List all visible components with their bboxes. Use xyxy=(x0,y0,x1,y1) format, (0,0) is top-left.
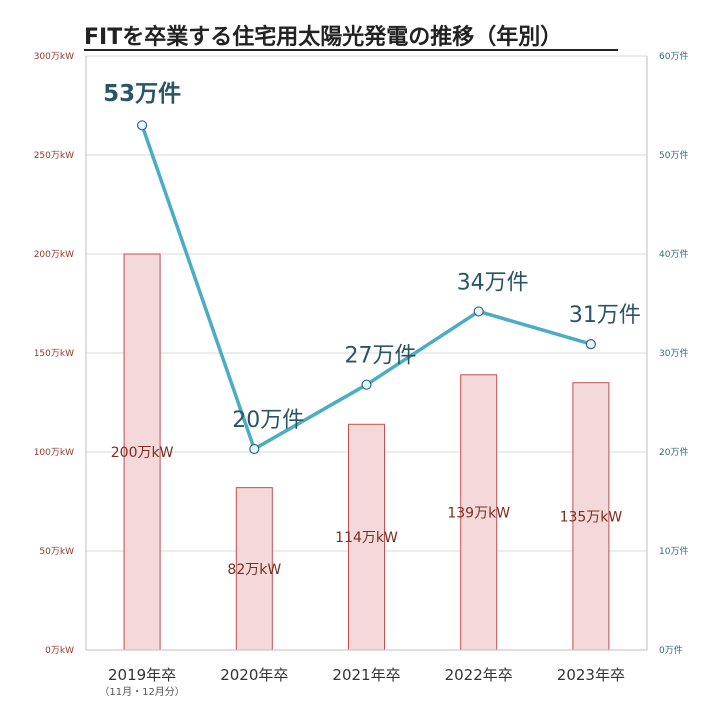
bars-layer xyxy=(123,253,610,651)
y-left-tick-label: 300万kW xyxy=(34,52,74,62)
x-tick-label: 2021年卒 xyxy=(332,666,400,684)
x-tick-label: 2020年卒 xyxy=(220,666,288,684)
line-layer xyxy=(137,120,597,455)
axes-layer: 0万kW 0万件 50万kW 10万件 100万kW 20万件 150万kW 30万件 200万… xyxy=(34,50,689,698)
line-point xyxy=(137,120,148,131)
bar xyxy=(348,423,385,651)
x-tick-note: （11月・12月分） xyxy=(99,686,184,698)
bar xyxy=(460,374,498,651)
bar-data-label: 82万kW xyxy=(227,562,281,578)
line-data-label: 53万件 xyxy=(103,81,181,107)
y-right-tick-label: 0万件 xyxy=(659,644,683,656)
y-left-tick-label: 0万kW xyxy=(45,646,74,656)
y-right-tick-label: 20万件 xyxy=(659,446,688,458)
x-tick-label: 2022年卒 xyxy=(445,666,513,684)
y-right-tick-label: 40万件 xyxy=(659,248,688,260)
line-data-label: 20万件 xyxy=(232,408,304,433)
x-tick-label: 2023年卒 xyxy=(557,666,625,684)
y-left-tick-label: 150万kW xyxy=(34,349,74,359)
y-left-tick-label: 50万kW xyxy=(39,547,74,557)
y-left-tick-label: 250万kW xyxy=(34,151,74,161)
y-left-tick-label: 200万kW xyxy=(34,250,74,260)
y-right-tick-label: 10万件 xyxy=(659,545,688,557)
bar-data-label: 114万kW xyxy=(335,530,398,546)
labels-layer: 200万kW 82万kW 114万kW 139万kW 135万kW 53万件 20万件 27万… xyxy=(103,81,641,578)
bar xyxy=(572,382,610,651)
y-left-tick-label: 100万kW xyxy=(34,448,74,458)
y-right-tick-label: 50万件 xyxy=(659,149,688,161)
line-point xyxy=(585,338,597,350)
y-right-tick-label: 30万件 xyxy=(659,347,688,359)
chart-title: FITを卒業する住宅用太陽光発電の推移（年別） xyxy=(84,24,562,50)
bar-data-label: 139万kW xyxy=(447,505,510,521)
line-data-label: 27万件 xyxy=(345,344,417,369)
line-data-label: 31万件 xyxy=(569,303,641,328)
bar xyxy=(235,487,273,651)
bar-data-label: 200万kW xyxy=(111,445,174,461)
y-right-tick-label: 60万件 xyxy=(659,50,688,62)
bar-data-label: 135万kW xyxy=(560,509,623,525)
line-data-label: 34万件 xyxy=(457,270,529,295)
x-tick-label: 2019年卒 xyxy=(108,666,176,684)
line-point xyxy=(473,306,484,317)
line-point xyxy=(249,443,260,455)
line-point xyxy=(361,379,372,390)
